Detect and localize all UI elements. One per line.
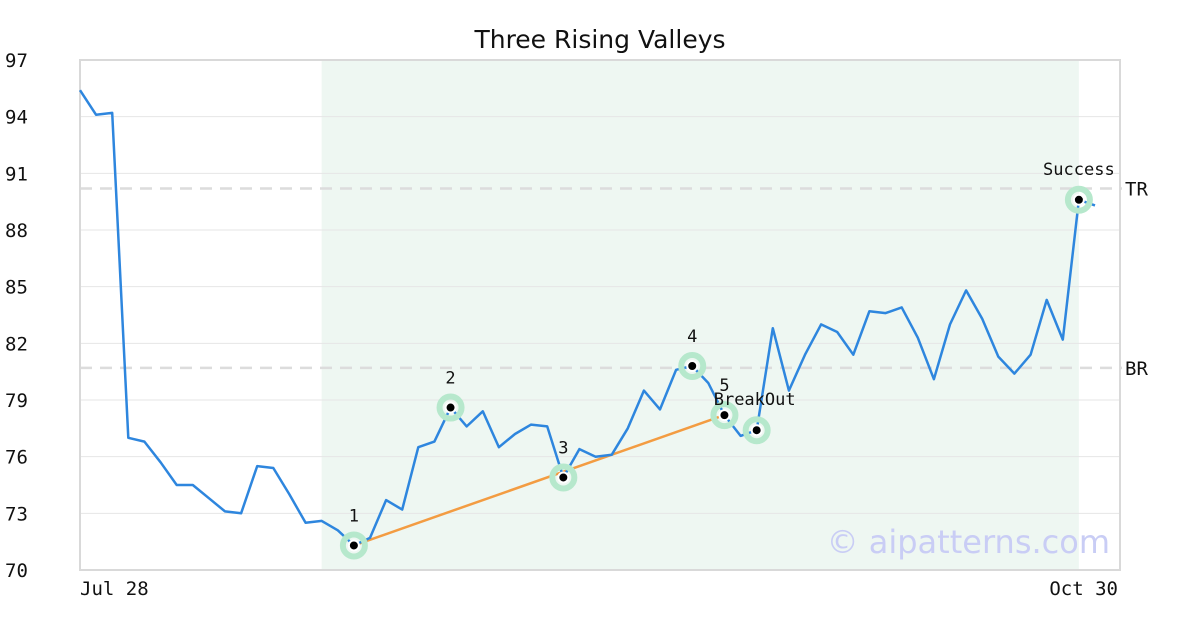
- trend-line-layer: [353, 413, 725, 547]
- marker-ring: [742, 416, 771, 445]
- x-tick-label: Jul 28: [80, 578, 149, 600]
- annotation-label: 3: [558, 438, 568, 458]
- x-axis-ticks: Jul 28 Oct 30: [80, 578, 1118, 600]
- x-tick-label: Oct 30: [1049, 578, 1118, 600]
- marker-ring: [549, 463, 578, 492]
- y-tick-label: 94: [5, 107, 28, 129]
- marker-dot: [347, 539, 360, 552]
- marker-dot: [718, 409, 731, 422]
- level-label-br: BR: [1125, 358, 1148, 380]
- annotation-label: Success: [1043, 160, 1115, 180]
- plot-frame: [79, 59, 1121, 571]
- annotation-label: 2: [445, 369, 455, 389]
- marker-dot: [750, 424, 763, 437]
- marker-dot: [444, 401, 457, 414]
- y-tick-label: 70: [5, 560, 28, 582]
- marker-ring: [1064, 185, 1093, 214]
- price-line: [78, 89, 1096, 547]
- shaded-region-layer: [321, 60, 1079, 570]
- annotation-label: 5: [719, 376, 729, 396]
- y-tick-label: 82: [5, 333, 28, 355]
- marker-ring: [339, 531, 368, 560]
- annotation-label: 4: [687, 327, 697, 347]
- y-tick-label: 79: [5, 390, 28, 412]
- y-tick-label: 76: [5, 447, 28, 469]
- level-label-tr: TR: [1125, 178, 1148, 200]
- marker-dot: [557, 471, 570, 484]
- annotation-label: 1: [349, 506, 359, 526]
- chart-title: Three Rising Valleys: [473, 25, 725, 54]
- y-tick-label: 97: [5, 50, 28, 72]
- shaded-region: [321, 60, 1079, 570]
- trend-line: [353, 413, 725, 547]
- marker-ring: [678, 352, 707, 380]
- marker-ring: [436, 393, 465, 422]
- annotation-label: BreakOut: [714, 390, 796, 410]
- y-tick-label: 85: [5, 277, 28, 299]
- y-tick-label: 91: [5, 163, 28, 185]
- watermark: © aipatterns.com: [827, 523, 1110, 561]
- marker-ring: [710, 401, 739, 430]
- level-lines: TR BR: [80, 178, 1148, 380]
- y-tick-label: 88: [5, 220, 28, 242]
- series-layer: [78, 89, 1096, 547]
- marker-dot: [1072, 193, 1085, 206]
- y-tick-label: 73: [5, 503, 28, 525]
- marker-dot: [686, 360, 699, 372]
- y-axis-ticks: 70 73 76 79 82 85 88 91 94 97: [5, 50, 28, 582]
